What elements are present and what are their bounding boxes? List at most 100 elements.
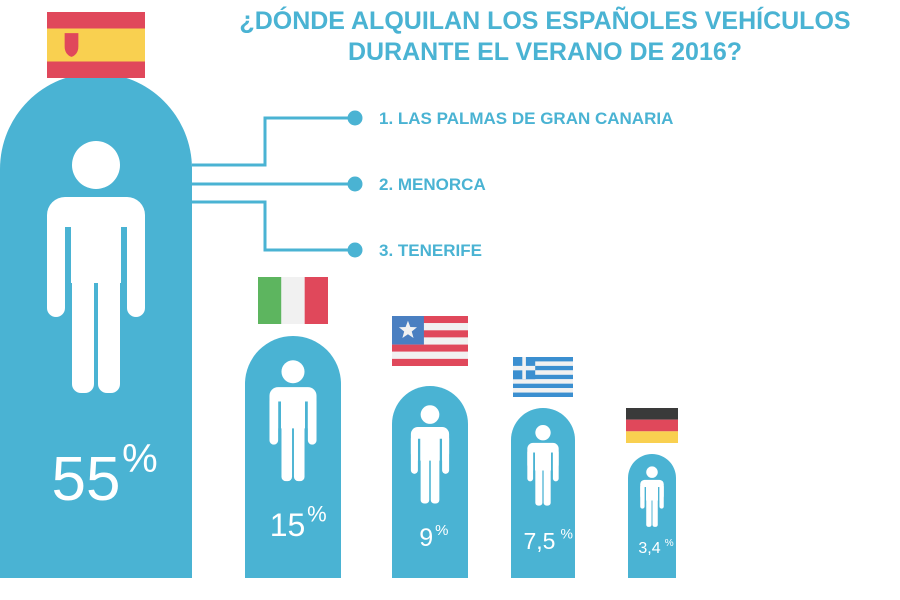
flag-cross (513, 365, 536, 371)
person-icon (47, 141, 145, 393)
percent-sign: % (307, 502, 327, 527)
connector-dot-2 (347, 176, 363, 192)
flag-stripe (392, 316, 468, 324)
flag-stripe (513, 379, 573, 384)
person-icon (527, 425, 559, 506)
person-head (72, 141, 120, 189)
bar-5 (628, 454, 676, 578)
person-arm-gap-left (417, 438, 421, 465)
chart-title-line-1: ¿DÓNDE ALQUILAN LOS ESPAÑOLES VEHÍCULOS (239, 7, 851, 35)
person-head (535, 425, 551, 441)
percent-sign: % (560, 526, 572, 542)
person-arm-left (269, 396, 279, 445)
flag-stripe (513, 392, 573, 397)
bar-1 (0, 73, 192, 578)
person-torso (527, 442, 559, 471)
percent-sign: % (435, 522, 448, 539)
chart-title: ¿DÓNDE ALQUILAN LOS ESPAÑOLES VEHÍCULOS … (200, 6, 890, 68)
data-label-2: 15 (270, 507, 306, 543)
flag-stripe (392, 351, 468, 359)
percent-sign: % (122, 437, 158, 481)
person-arm-gap-left (65, 227, 71, 293)
person-torso (47, 197, 145, 283)
flag-stripe (626, 419, 678, 432)
person-leg-right (543, 467, 551, 506)
bar-2 (245, 336, 341, 578)
usa-flag-icon (392, 316, 468, 366)
person-arm-right (127, 217, 145, 317)
person-torso (410, 427, 450, 461)
connector-dot-1 (347, 110, 363, 126)
flag-stripe (47, 12, 145, 29)
germany-flag-icon (626, 408, 678, 443)
flag-shield (64, 33, 79, 57)
spain-flag-icon (47, 12, 145, 78)
connector-1 (192, 116, 350, 167)
bar-4 (511, 408, 575, 578)
person-arm-left (410, 434, 418, 474)
data-label-4: 7,5 (524, 528, 556, 554)
flag-stripe (47, 61, 145, 78)
person-arm-left (640, 484, 645, 509)
person-arm-gap-right (439, 438, 443, 465)
data-label-3: 9 (419, 524, 433, 552)
connector-dot-3 (347, 242, 363, 258)
person-leg-right (98, 273, 120, 393)
bar-group-1: 55% (0, 12, 192, 578)
flag-star (398, 320, 417, 338)
person-arm-right (659, 484, 664, 509)
annotation-1: 1. LAS PALMAS DE GRAN CANARIA (379, 109, 673, 128)
flag-stripe (392, 344, 468, 352)
person-icon (640, 466, 664, 527)
person-arm-right (552, 449, 559, 482)
flag-stripe (513, 383, 573, 389)
greece-flag-icon (513, 357, 573, 397)
annotation-connectors (192, 116, 350, 252)
person-arm-gap-left (644, 487, 646, 503)
flag-stripe (392, 323, 468, 331)
person-leg-left (646, 498, 652, 527)
person-arm-gap-left (533, 452, 535, 474)
person-arm-gap-right (121, 227, 127, 293)
person-arm-left (47, 217, 65, 317)
person-arm-right (307, 396, 317, 445)
flag-stripe (304, 277, 328, 324)
person-icon (410, 405, 450, 504)
percent-sign: % (665, 538, 674, 549)
flag-stripe (513, 388, 573, 393)
flag-stripe (392, 330, 468, 338)
person-head (420, 405, 440, 424)
person-leg-left (535, 467, 543, 506)
person-torso (640, 479, 664, 501)
person-leg-left (72, 273, 94, 393)
person-arm-right (442, 434, 450, 474)
flag-stripe (626, 431, 678, 443)
flag-stripe (513, 370, 573, 375)
flag-stripe (513, 374, 573, 380)
annotation-2: 2. MENORCA (379, 175, 486, 194)
flag-stripe (513, 357, 573, 362)
flag-stripe (281, 277, 305, 324)
person-leg-left (281, 423, 293, 482)
person-arm-gap-right (658, 487, 660, 503)
person-leg-right (293, 423, 305, 482)
person-head (281, 360, 305, 384)
data-label-1: 55 (52, 445, 121, 514)
flag-stripe (392, 358, 468, 366)
person-torso (269, 387, 317, 429)
person-leg-left (420, 456, 430, 504)
italy-flag-icon (258, 277, 328, 324)
person-arm-gap-right (551, 452, 553, 474)
person-icon (269, 360, 317, 482)
bar-group-3: 9% (392, 316, 468, 578)
data-label-5: 3,4 (638, 540, 660, 557)
person-leg-right (652, 498, 658, 527)
bar-group-5: 3,4% (626, 408, 678, 578)
person-arm-left (527, 449, 534, 482)
flag-stripe (626, 408, 678, 420)
person-head (646, 466, 658, 478)
chart-title-line-2: DURANTE EL VERANO DE 2016? (347, 38, 743, 66)
connector-3 (192, 200, 350, 252)
person-arm-gap-right (305, 401, 308, 434)
